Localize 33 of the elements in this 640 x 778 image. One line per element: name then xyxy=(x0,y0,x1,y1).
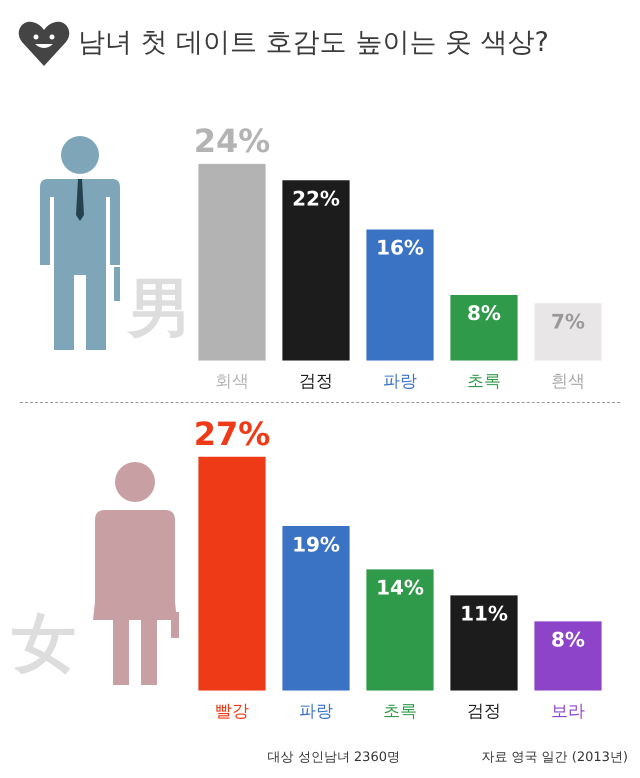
chart-title: 남녀 첫 데이트 호감도 높이는 옷 색상? xyxy=(78,26,549,60)
x-tick-label: 흰색 xyxy=(551,371,585,390)
x-tick-label: 회색 xyxy=(215,371,249,390)
text: 대상 성인남녀 2360명 xyxy=(268,749,400,766)
x-tick-label: 파랑 xyxy=(383,371,417,390)
data-label: 7% xyxy=(551,309,585,334)
data-label: 22% xyxy=(292,186,340,210)
data-label: 14% xyxy=(376,576,424,600)
data-label: 11% xyxy=(460,602,508,626)
bar xyxy=(198,164,266,361)
x-tick-label: 파랑 xyxy=(299,701,333,720)
data-label: 24% xyxy=(194,122,270,160)
bar xyxy=(534,621,602,691)
bar xyxy=(282,526,350,691)
x-tick-label: 보라 xyxy=(551,701,585,720)
data-label: 27% xyxy=(194,415,270,454)
bar xyxy=(198,456,266,691)
x-tick-label: 빨강 xyxy=(215,701,249,720)
x-tick-label: 검정 xyxy=(467,701,501,720)
data-label: 8% xyxy=(551,628,585,652)
bar xyxy=(366,229,434,361)
bar xyxy=(366,569,434,691)
bar xyxy=(282,180,350,361)
text: 자료 영국 일간 (2013년) xyxy=(481,749,628,766)
x-tick-label: 초록 xyxy=(383,701,417,720)
bar xyxy=(450,295,518,361)
data-label: 16% xyxy=(376,236,424,260)
bar xyxy=(450,595,518,691)
x-tick-label: 초록 xyxy=(467,371,501,390)
x-tick-label: 검정 xyxy=(299,371,333,390)
data-label: 19% xyxy=(292,532,340,556)
bar xyxy=(534,303,602,361)
data-label: 8% xyxy=(467,301,501,326)
